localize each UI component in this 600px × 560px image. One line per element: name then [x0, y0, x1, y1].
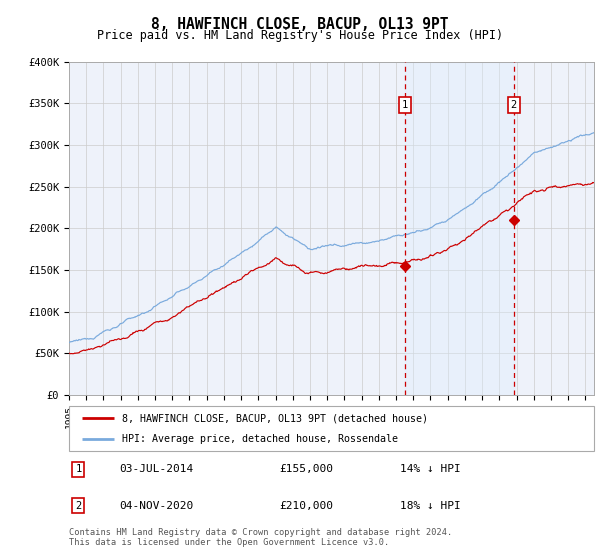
Text: Contains HM Land Registry data © Crown copyright and database right 2024.
This d: Contains HM Land Registry data © Crown c… — [69, 528, 452, 547]
Text: 8, HAWFINCH CLOSE, BACUP, OL13 9PT: 8, HAWFINCH CLOSE, BACUP, OL13 9PT — [151, 17, 449, 32]
Text: 1: 1 — [76, 464, 82, 474]
Text: Price paid vs. HM Land Registry's House Price Index (HPI): Price paid vs. HM Land Registry's House … — [97, 29, 503, 42]
Text: 8, HAWFINCH CLOSE, BACUP, OL13 9PT (detached house): 8, HAWFINCH CLOSE, BACUP, OL13 9PT (deta… — [121, 413, 427, 423]
Text: 2: 2 — [76, 501, 82, 511]
Text: 03-JUL-2014: 03-JUL-2014 — [119, 464, 193, 474]
Text: 04-NOV-2020: 04-NOV-2020 — [119, 501, 193, 511]
Text: HPI: Average price, detached house, Rossendale: HPI: Average price, detached house, Ross… — [121, 433, 398, 444]
Text: 18% ↓ HPI: 18% ↓ HPI — [400, 501, 461, 511]
Text: 2: 2 — [511, 100, 517, 110]
Text: 14% ↓ HPI: 14% ↓ HPI — [400, 464, 461, 474]
Text: £155,000: £155,000 — [279, 464, 333, 474]
Text: £210,000: £210,000 — [279, 501, 333, 511]
Text: 1: 1 — [401, 100, 408, 110]
FancyBboxPatch shape — [69, 406, 594, 451]
Bar — [404, 62, 514, 395]
